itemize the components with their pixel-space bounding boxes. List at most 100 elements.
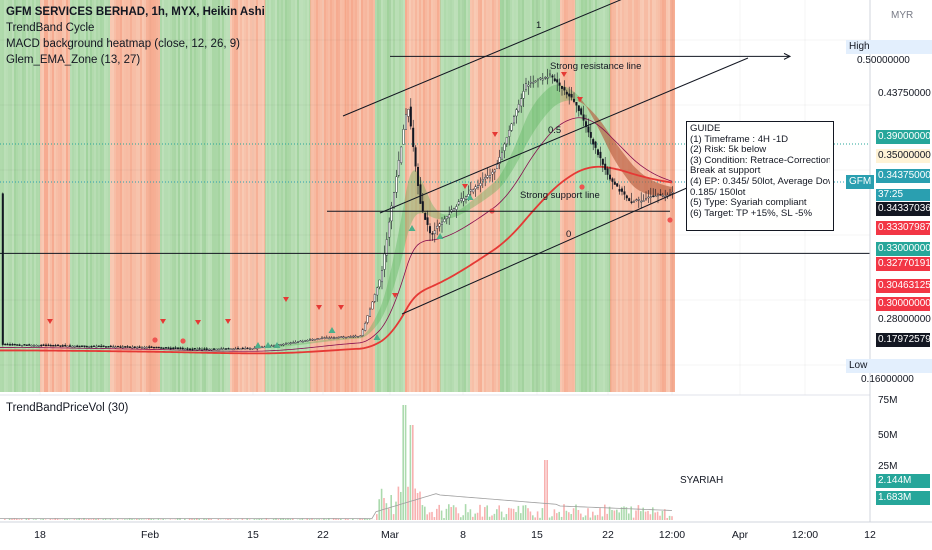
heatmap-column [646, 0, 648, 392]
volume-bar [601, 516, 604, 520]
candle-body [558, 82, 561, 86]
heatmap-column [275, 0, 277, 392]
volume-bar [376, 514, 378, 520]
candle-body [628, 198, 631, 201]
volume-bar [608, 506, 611, 520]
high-label: High [849, 41, 870, 52]
heatmap-column [405, 0, 407, 392]
heatmap-column [140, 0, 142, 392]
candle-body [613, 181, 616, 185]
volume-bar [208, 518, 210, 520]
heatmap-column [318, 0, 320, 392]
candle-body [18, 344, 21, 346]
price-axis-tag: 0.28000000 [876, 313, 931, 327]
heatmap-column [6, 0, 8, 392]
candle-body [64, 344, 67, 347]
candle-body [630, 201, 633, 203]
heatmap-column [166, 0, 168, 392]
symbol-title[interactable]: GFM SERVICES BERHAD, 1h, MYX, Heikin Ash… [6, 6, 265, 18]
candle-body [193, 348, 196, 350]
heatmap-column [607, 0, 609, 392]
candle-body [527, 84, 530, 87]
heatmap-column [514, 0, 516, 392]
candle-body [400, 146, 403, 163]
heatmap-column [622, 0, 624, 392]
candle-body [42, 344, 45, 346]
heatmap-column [30, 0, 32, 392]
indicator-glem-ema-zone[interactable]: Glem_EMA_Zone (13, 27) [6, 54, 141, 66]
guide-note-box[interactable]: GUIDE (1) Timeframe : 4H -1D (2) Risk: 5… [686, 121, 834, 231]
heatmap-column [332, 0, 334, 392]
heatmap-column [68, 0, 70, 392]
heatmap-column [158, 0, 160, 392]
volume-bar [644, 511, 647, 520]
candle-body [107, 346, 110, 348]
heatmap-column [14, 0, 16, 392]
volume-bar [404, 405, 407, 520]
sell-marker [316, 305, 322, 310]
volume-bar [508, 507, 510, 520]
volume-bar [203, 518, 205, 520]
guide-line: (4) EP: 0.345/ 50lot, Average Down at [690, 176, 830, 187]
candle-body [589, 131, 592, 138]
time-axis-label: 15 [531, 529, 543, 541]
indicator-trendband-cycle[interactable]: TrendBand Cycle [6, 22, 95, 34]
heatmap-column [595, 0, 597, 392]
currency-label[interactable]: MYR [891, 10, 914, 21]
volume-bar [306, 518, 308, 520]
volume-bar [467, 512, 469, 520]
volume-bar [392, 514, 395, 520]
volume-bar [280, 518, 282, 520]
volume-bar [157, 518, 160, 520]
heatmap-column [526, 0, 528, 392]
volume-bar [292, 518, 294, 520]
heatmap-column [628, 0, 630, 392]
heatmap-column [605, 0, 607, 392]
candle-body [109, 345, 112, 348]
heatmap-column [610, 0, 612, 392]
heatmap-column [476, 0, 478, 392]
heatmap-column [228, 0, 230, 392]
heatmap-column [86, 0, 88, 392]
volume-bar [421, 505, 424, 520]
heatmap-column [110, 0, 112, 392]
heatmap-column [160, 0, 162, 392]
heatmap-column [528, 0, 530, 392]
price-axis-tag: 0.32770191 [876, 257, 931, 271]
heatmap-column [287, 0, 289, 392]
heatmap-column [289, 0, 291, 392]
symbol-price-tag: GFM [846, 175, 875, 189]
heatmap-column [18, 0, 20, 392]
indicator-macd-heatmap[interactable]: MACD background heatmap (close, 12, 26, … [6, 38, 240, 50]
volume-bar [378, 499, 380, 520]
volume-bar [368, 519, 371, 520]
candle-body [496, 164, 499, 170]
candle-body [95, 346, 98, 348]
time-axis-label: Mar [380, 529, 400, 541]
guide-line: (3) Condition: Retrace-Correction/ [690, 155, 830, 166]
buy-marker [264, 342, 272, 348]
heatmap-column [444, 0, 446, 392]
heatmap-column [464, 0, 466, 392]
volume-ma-line [0, 493, 673, 519]
candle-body [625, 195, 628, 199]
candle-body [529, 81, 532, 84]
volume-bar [416, 493, 419, 520]
volume-bar [635, 510, 637, 520]
candle-body [234, 348, 237, 350]
volume-bar [505, 514, 508, 520]
volume-bar [284, 518, 287, 520]
heatmap-column [395, 0, 397, 392]
volume-bar [95, 518, 97, 520]
heatmap-column [363, 0, 365, 392]
heatmap-column [342, 0, 344, 392]
heatmap-column [92, 0, 94, 392]
heatmap-column [66, 0, 68, 392]
heatmap-column [222, 0, 224, 392]
heatmap-column [96, 0, 98, 392]
heatmap-column [198, 0, 200, 392]
heatmap-column [601, 0, 603, 392]
volume-bar [652, 507, 654, 520]
volume-indicator-title[interactable]: TrendBandPriceVol (30) [6, 402, 129, 414]
